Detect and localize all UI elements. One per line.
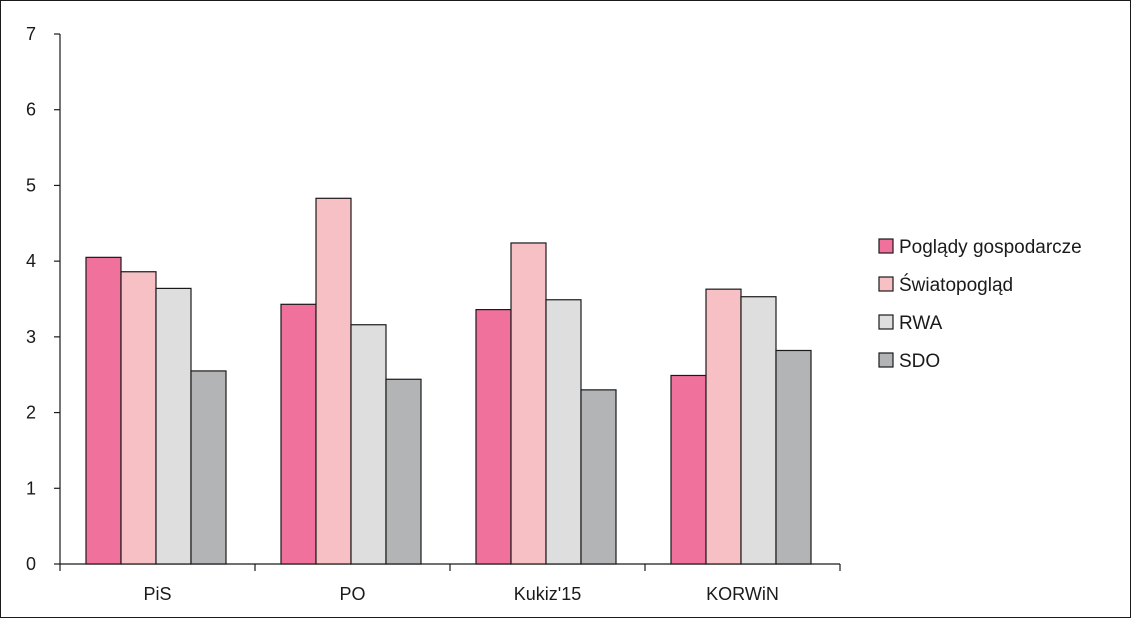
tick-labels: 0 1 2 3 4 5 6 7 PiS PO Kukiz'15 KORWiN	[26, 24, 779, 604]
bar	[350, 324, 387, 565]
legend-swatch	[878, 238, 894, 254]
bar	[580, 389, 617, 565]
legend-label: Światopogląd	[899, 274, 1013, 296]
bar	[120, 271, 157, 565]
legend-label: RWA	[899, 313, 943, 334]
bar	[155, 287, 192, 565]
y-tick-label: 7	[26, 24, 36, 44]
y-tick-label: 5	[26, 175, 36, 195]
legend-label: SDO	[899, 351, 940, 372]
bar	[705, 288, 742, 565]
y-tick-label: 3	[26, 327, 36, 347]
y-tick-label: 2	[26, 403, 36, 423]
legend-swatch	[878, 276, 894, 292]
bars	[85, 197, 812, 565]
bar	[315, 197, 352, 565]
legend-swatch	[878, 352, 894, 368]
bar	[475, 309, 512, 565]
y-tick-label: 1	[26, 478, 36, 498]
bar	[190, 370, 227, 565]
y-tick-label: 4	[26, 251, 36, 271]
bar	[85, 256, 122, 565]
y-tick-label: 0	[26, 554, 36, 574]
x-category-label: PO	[339, 584, 365, 604]
bar	[740, 296, 777, 565]
bar	[385, 378, 422, 565]
legend-swatch	[878, 314, 894, 330]
x-category-label: Kukiz'15	[514, 584, 581, 604]
bar	[280, 303, 317, 565]
legend: Poglądy gospodarcze Światopogląd RWA SDO	[878, 237, 1082, 372]
bar	[775, 349, 812, 565]
legend-label: Poglądy gospodarcze	[899, 237, 1082, 258]
y-tick-label: 6	[26, 100, 36, 120]
x-category-label: KORWiN	[706, 584, 779, 604]
bar	[670, 374, 707, 565]
bar	[510, 242, 547, 565]
x-category-label: PiS	[143, 584, 171, 604]
bar	[545, 299, 582, 565]
